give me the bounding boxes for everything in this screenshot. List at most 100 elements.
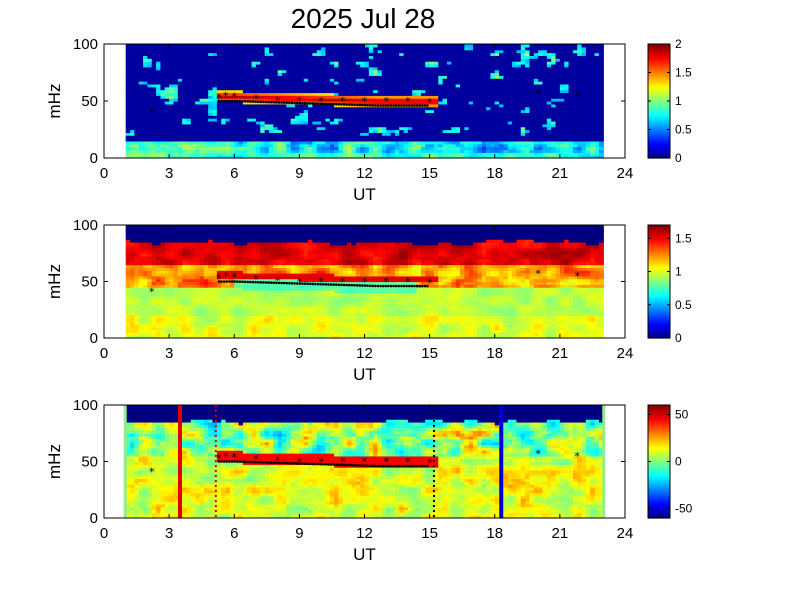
marker-point: * (340, 95, 346, 108)
ridge-point (256, 280, 260, 284)
ridge-point (301, 462, 304, 465)
ridge-point (332, 463, 335, 466)
chart-panel-3: ** * * * * * * * * * * ** *0 3 6 9 12 15 18 21 24050100UTmHz… (45, 397, 693, 564)
y-axis-label: mHz (45, 264, 64, 299)
marker-point: * (362, 95, 368, 108)
ridge-point (225, 280, 229, 283)
ridge-point (361, 284, 364, 287)
ridge-point (355, 103, 359, 107)
ridge-point (329, 102, 333, 106)
marker-point: * (340, 456, 346, 469)
ridge-point (264, 461, 268, 464)
ridge-point (301, 101, 304, 105)
x-tick-label: 9 (295, 165, 303, 182)
marker-point: * (427, 457, 433, 470)
ridge-point (376, 284, 380, 288)
ridge-point (394, 104, 398, 107)
ridge-point (311, 282, 315, 286)
ridge-point (243, 280, 247, 284)
ridge-point (303, 282, 307, 286)
ridge-point (418, 284, 421, 288)
x-tick-label: 15 (421, 165, 438, 182)
marker-point: * (216, 452, 222, 465)
marker-point: * (223, 450, 229, 463)
ridge-point (410, 104, 414, 107)
ridge-point (238, 460, 242, 463)
ridge-point (420, 104, 424, 107)
ridge-point (332, 283, 335, 286)
ridge-point (228, 99, 231, 103)
ridge-point (334, 283, 338, 286)
ridge-point (316, 102, 320, 105)
ridge-point (254, 280, 257, 284)
colorbar-tick-label: -50 (675, 502, 693, 516)
ridge-point (272, 461, 276, 465)
ridge-point (269, 100, 273, 104)
ridge-point (342, 463, 346, 467)
ridge-point (397, 464, 401, 468)
ridge-point (267, 100, 270, 104)
y-tick-label: 0 (90, 510, 98, 527)
marker-point: * (297, 276, 303, 289)
marker-point: * (574, 270, 580, 283)
ridge-point (262, 461, 265, 464)
ridge-point (361, 464, 364, 467)
ridge-point (350, 283, 354, 287)
ridge-point (316, 462, 320, 466)
ridge-point (235, 99, 239, 103)
ridge-point (371, 464, 375, 468)
ridge-point (249, 460, 252, 464)
x-tick-label: 6 (230, 165, 238, 182)
ridge-point (381, 104, 385, 107)
marker-point: * (253, 453, 259, 466)
x-tick-label: 12 (356, 165, 373, 182)
ridge-point (290, 101, 294, 105)
ridge-point (321, 462, 325, 466)
ridge-point (350, 463, 354, 467)
ridge-point (319, 102, 322, 106)
ridge-point (235, 460, 239, 463)
ridge-point (381, 464, 385, 468)
ridge-point (353, 103, 356, 107)
ridge-point (348, 283, 351, 287)
ridge-point (405, 284, 408, 288)
ridge-point (241, 460, 244, 464)
x-tick-label: 9 (295, 525, 303, 542)
ridge-point (275, 101, 278, 104)
ridge-point (392, 464, 395, 468)
x-tick-label: 21 (552, 165, 569, 182)
ridge-point (426, 104, 429, 107)
marker-series: ** * * * * * * * * * * ** * (149, 448, 580, 479)
ridge-point (316, 282, 320, 286)
ridge-point (329, 283, 333, 286)
ridge-point (228, 460, 231, 463)
ridge-point (298, 462, 302, 465)
ridge-point (282, 461, 286, 465)
ridge-point (415, 104, 419, 107)
ridge-point (321, 102, 325, 106)
marker-point: * (253, 93, 259, 106)
ridge-point (272, 281, 276, 285)
ridge-point (332, 102, 335, 106)
ridge-point (314, 102, 317, 105)
ridge-point (308, 102, 312, 105)
ridge-point (241, 280, 244, 284)
ridge-point (358, 284, 362, 287)
ridge-point (340, 103, 343, 106)
marker-point: * (275, 94, 281, 107)
ridge-point (342, 103, 346, 106)
marker-point: * (232, 451, 238, 464)
ridge-point (387, 464, 390, 468)
ridge-point (280, 461, 283, 465)
ridge-point (389, 284, 393, 288)
ridge-point (402, 284, 406, 288)
ridge-point (329, 463, 333, 466)
x-axis-label: UT (353, 545, 376, 564)
ridge-point (259, 281, 263, 284)
ridge-point (280, 101, 283, 104)
ridge-point (376, 464, 380, 468)
ridge-point (345, 283, 348, 287)
marker-point: * (574, 450, 580, 463)
ridge-point (220, 280, 223, 283)
ridge-point (337, 463, 341, 467)
